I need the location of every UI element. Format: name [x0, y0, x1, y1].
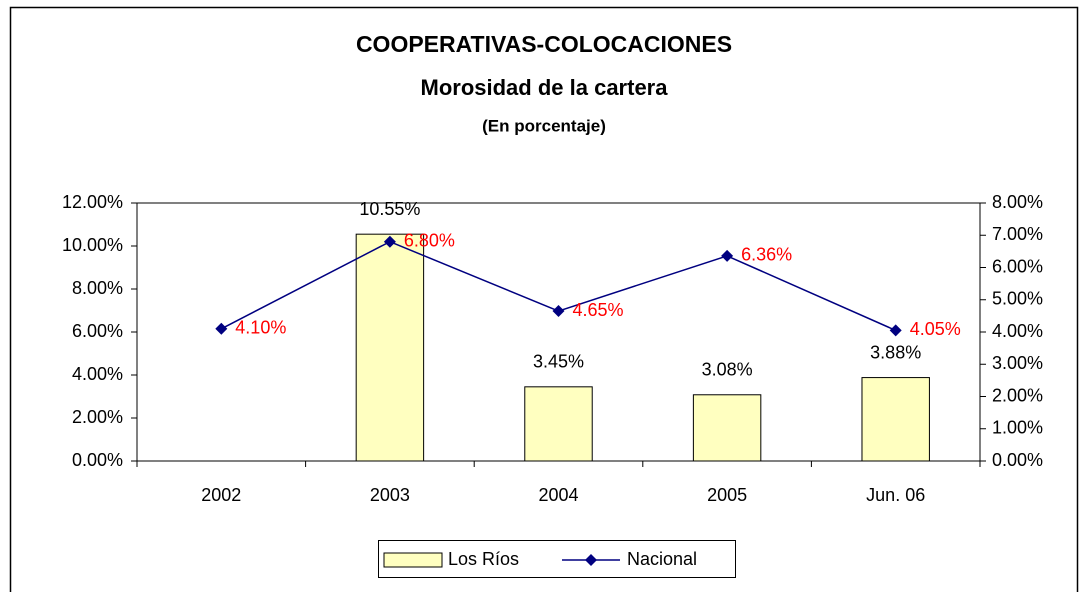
- y2-tick-label: 7.00%: [992, 224, 1043, 244]
- bar-value-label: 3.45%: [533, 352, 584, 372]
- y2-tick-label: 5.00%: [992, 289, 1043, 309]
- x-tick-label: 2005: [707, 485, 747, 505]
- bar: [524, 386, 593, 462]
- bar: [355, 233, 425, 462]
- y-tick-label: 6.00%: [72, 321, 123, 341]
- line-value-label: 4.65%: [573, 300, 624, 320]
- y2-tick-label: 4.00%: [992, 321, 1043, 341]
- line-value-label: 4.05%: [910, 319, 961, 339]
- legend-label: Los Ríos: [448, 549, 519, 569]
- y2-tick-label: 3.00%: [992, 353, 1043, 373]
- y-tick-label: 12.00%: [62, 192, 123, 212]
- line-value-label: 6.36%: [741, 245, 792, 265]
- bar-value-label: 3.88%: [870, 342, 921, 362]
- x-tick-label: Jun. 06: [866, 485, 925, 505]
- line-marker: [552, 305, 565, 318]
- line-value-label: 6.80%: [404, 230, 455, 250]
- line-value-label: 4.10%: [235, 318, 286, 338]
- y-tick-label: 8.00%: [72, 278, 123, 298]
- y-tick-label: 2.00%: [72, 407, 123, 427]
- line-marker: [889, 324, 902, 337]
- y2-tick-label: 1.00%: [992, 418, 1043, 438]
- bar-value-label: 3.08%: [702, 360, 753, 380]
- line-marker: [383, 235, 396, 248]
- unit-note: (En porcentaje): [482, 116, 606, 135]
- line-marker: [721, 249, 734, 262]
- y2-tick-label: 0.00%: [992, 450, 1043, 470]
- bar-value-label: 10.55%: [359, 199, 420, 219]
- y2-tick-label: 6.00%: [992, 256, 1043, 276]
- y-tick-label: 0.00%: [72, 450, 123, 470]
- chart-subtitle: Morosidad de la cartera: [421, 75, 669, 100]
- y2-tick-label: 2.00%: [992, 385, 1043, 405]
- bar: [692, 394, 762, 462]
- legend-marker: [585, 554, 597, 566]
- x-tick-label: 2002: [201, 485, 241, 505]
- y-tick-label: 10.00%: [62, 235, 123, 255]
- legend-swatch: [383, 552, 443, 568]
- y-tick-label: 4.00%: [72, 364, 123, 384]
- y2-tick-label: 8.00%: [992, 192, 1043, 212]
- chart-title: COOPERATIVAS-COLOCACIONES: [356, 31, 732, 57]
- chart-border: [9, 6, 1079, 592]
- x-tick-label: 2004: [538, 485, 578, 505]
- bar: [861, 377, 930, 462]
- legend-label: Nacional: [627, 549, 697, 569]
- x-tick-label: 2003: [370, 485, 410, 505]
- line-marker: [215, 322, 228, 335]
